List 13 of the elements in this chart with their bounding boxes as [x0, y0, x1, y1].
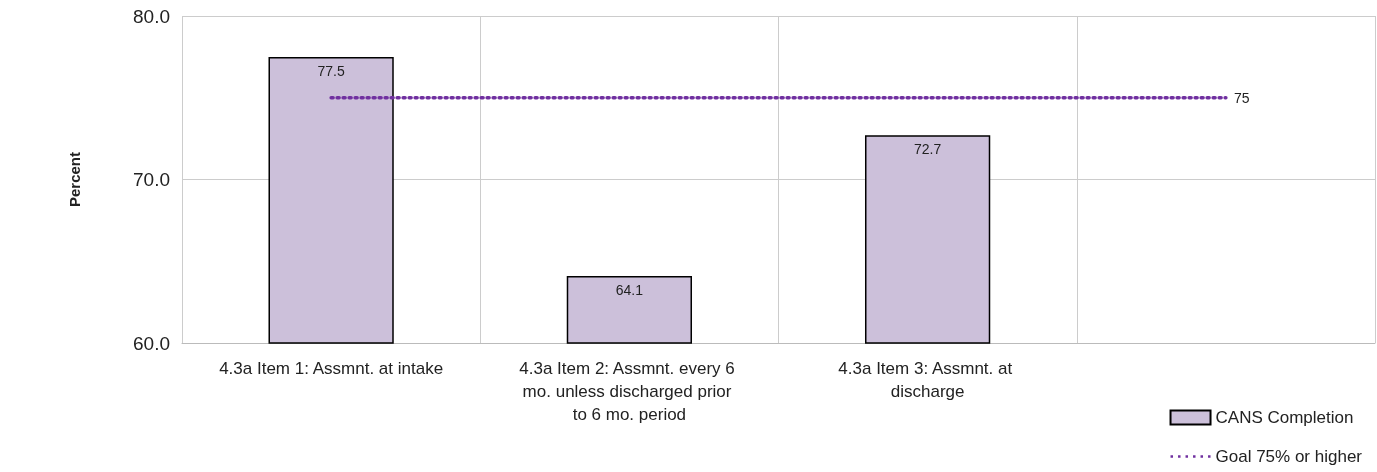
x-tick-label: 4.3a Item 3: Assmnt. at discharge: [838, 359, 1017, 401]
data-label: 64.1: [615, 281, 644, 298]
y-tick-label: 70.0: [133, 169, 170, 190]
y-tick-label: 60.0: [133, 332, 170, 354]
legend-label: Goal 75% or higher: [1215, 447, 1363, 466]
data-label: 77.5: [317, 62, 345, 79]
data-label: 72.7: [914, 141, 942, 158]
data-label: 75: [1233, 89, 1250, 106]
x-tick-label: 4.3a Item 2: Assmnt. every 6 mo. unless discharged prior to 6 mo. period: [519, 359, 740, 424]
y-tick-label: 80.0: [133, 5, 170, 27]
legend-label: CANS Completion: [1215, 408, 1354, 427]
x-tick-label: 4.3a Item 1: Assmnt. at intake: [219, 359, 444, 378]
y-axis-title: Percent: [66, 151, 83, 208]
